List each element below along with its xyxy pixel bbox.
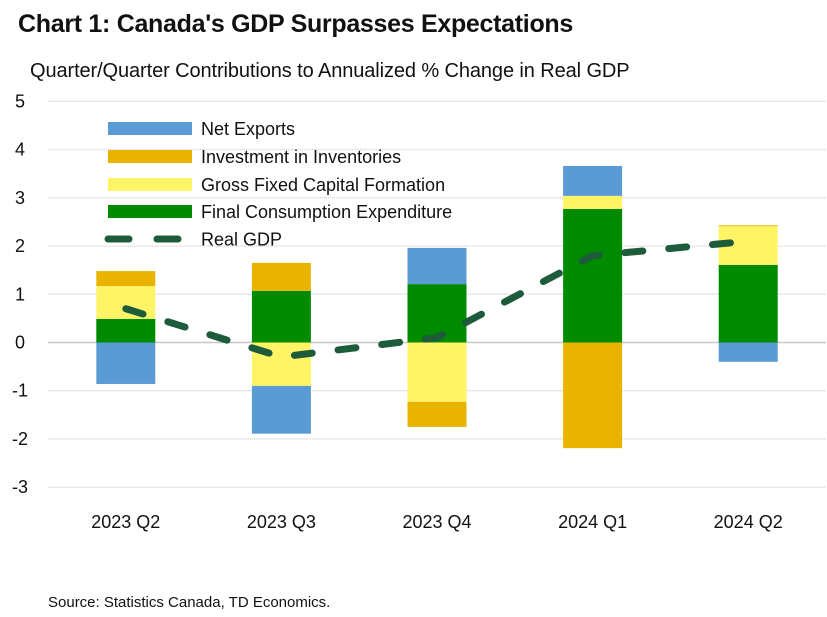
y-tick-label: 0 (15, 332, 25, 352)
legend-swatch (108, 178, 192, 191)
legend-label: Gross Fixed Capital Formation (201, 175, 445, 195)
bar-investment-in-inventories (96, 271, 156, 287)
chart-title: Chart 1: Canada's GDP Surpasses Expectat… (18, 10, 573, 38)
bar-net-exports (251, 385, 311, 434)
bar-net-exports (96, 342, 156, 384)
y-tick-label: 4 (15, 140, 25, 160)
y-axis-ticks: 5 4 3 2 1 0 -1 -2 -3 (12, 91, 28, 497)
y-tick-label: 3 (15, 188, 25, 208)
legend-label: Real GDP (201, 230, 282, 250)
bar-investment-in-inventories (407, 401, 467, 427)
bar-gross-fixed-capital-formation (407, 342, 467, 402)
x-tick-label: 2023 Q3 (247, 512, 316, 532)
x-tick-label: 2024 Q2 (714, 512, 783, 532)
x-tick-label: 2024 Q1 (558, 512, 627, 532)
y-tick-label: 2 (15, 236, 25, 256)
bars (96, 165, 778, 449)
bar-investment-in-inventories (718, 225, 778, 227)
y-tick-label: -1 (12, 381, 28, 401)
y-tick-label: -2 (12, 429, 28, 449)
chart-subtitle: Quarter/Quarter Contributions to Annuali… (30, 60, 630, 82)
y-tick-label: 5 (15, 91, 25, 111)
bar-final-consumption-expenditure (718, 264, 778, 343)
legend-label: Net Exports (201, 119, 295, 139)
source-note: Source: Statistics Canada, TD Economics. (48, 594, 331, 611)
x-tick-label: 2023 Q4 (402, 512, 471, 532)
legend-swatch (108, 122, 192, 135)
bar-final-consumption-expenditure (407, 284, 467, 343)
legend-label: Investment in Inventories (201, 147, 401, 167)
bar-net-exports (407, 247, 467, 285)
y-tick-label: -3 (12, 477, 28, 497)
legend-swatch (108, 205, 192, 218)
legend: Net Exports Investment in Inventories Gros… (104, 119, 452, 250)
x-tick-label: 2023 Q2 (91, 512, 160, 532)
real-gdp-line (122, 237, 752, 361)
bar-final-consumption-expenditure (96, 318, 156, 343)
bar-net-exports (563, 165, 623, 196)
legend-swatch (108, 150, 192, 163)
legend-label: Final Consumption Expenditure (201, 202, 452, 222)
x-axis-ticks: 2023 Q2 2023 Q3 2023 Q4 2024 Q1 2024 Q2 (91, 512, 782, 532)
bar-investment-in-inventories (563, 342, 623, 449)
real-gdp-line-group (122, 237, 752, 361)
bar-net-exports (718, 342, 778, 362)
y-tick-label: 1 (15, 284, 25, 304)
bar-final-consumption-expenditure (251, 290, 311, 343)
bar-investment-in-inventories (251, 262, 311, 291)
bar-gross-fixed-capital-formation (563, 195, 623, 209)
bar-final-consumption-expenditure (563, 208, 623, 343)
